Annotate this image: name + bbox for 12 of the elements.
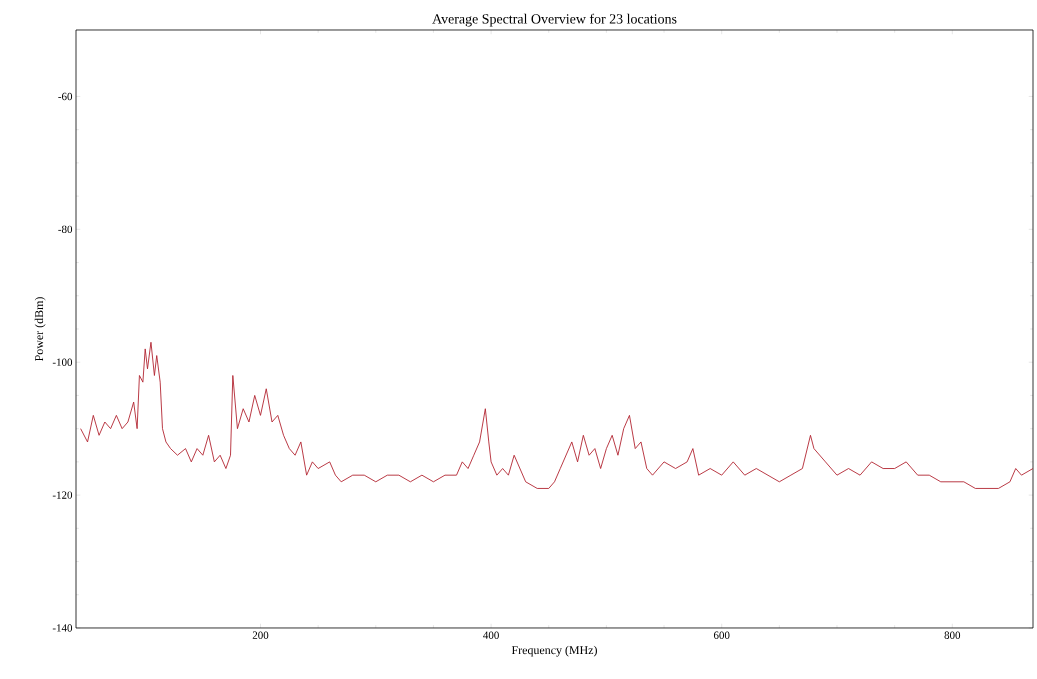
y-tick-label: -80: [58, 225, 73, 234]
chart-title: Average Spectral Overview for 23 locations: [432, 13, 677, 27]
y-tick-label: -120: [52, 491, 73, 499]
y-axis-title: Power (dBm): [34, 297, 46, 362]
x-tick-label: 800: [944, 631, 961, 639]
y-tick-label: -140: [52, 624, 73, 632]
x-axis-title: Frequency (MHz): [511, 645, 597, 657]
x-tick-label: 400: [483, 631, 499, 639]
x-tick-label: 200: [252, 631, 269, 639]
y-tick-label: -60: [58, 92, 73, 101]
x-tick-label: 600: [713, 631, 730, 639]
y-tick-label: -100: [52, 358, 73, 366]
